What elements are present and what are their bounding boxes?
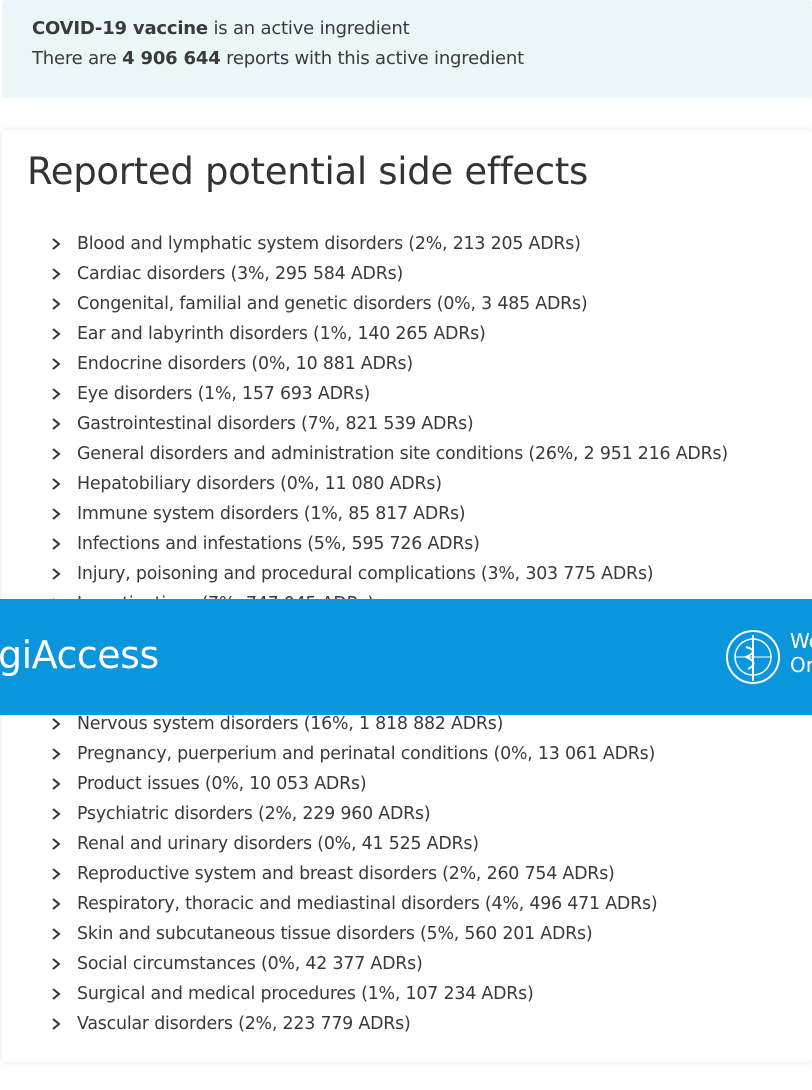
chevron: [52, 778, 61, 790]
ingredient-name: COVID-19 vaccine: [32, 18, 208, 39]
side-effect-item[interactable]: Respiratory, thoracic and mediastinal di…: [46, 889, 728, 919]
chevron: [52, 478, 61, 490]
side-effect-item[interactable]: Gastrointestinal disorders (7%, 821 539 …: [46, 409, 728, 439]
chevron: [52, 1018, 61, 1030]
side-effect-item[interactable]: Surgical and medical procedures (1%, 107…: [46, 979, 728, 1009]
chevron: [52, 388, 61, 400]
side-effect-item[interactable]: Congenital, familial and genetic disorde…: [46, 289, 728, 319]
side-effect-text: Hepatobiliary disorders (0%, 11 080 ADRs…: [77, 474, 442, 494]
report-count: 4 906 644: [122, 48, 221, 69]
side-effect-text: Renal and urinary disorders (0%, 41 525 …: [77, 834, 479, 854]
side-effect-item[interactable]: Vascular disorders (2%, 223 779 ADRs): [46, 1009, 728, 1039]
side-effect-text: Psychiatric disorders (2%, 229 960 ADRs): [77, 804, 431, 824]
chevron: [52, 748, 61, 760]
side-effect-item[interactable]: Reproductive system and breast disorders…: [46, 859, 728, 889]
side-effect-item[interactable]: General disorders and administration sit…: [46, 439, 728, 469]
side-effect-item[interactable]: Cardiac disorders (3%, 295 584 ADRs): [46, 259, 728, 289]
side-effect-item[interactable]: Social circumstances (0%, 42 377 ADRs): [46, 949, 728, 979]
chevron: [52, 508, 61, 520]
chevron: [52, 268, 61, 280]
side-effect-text: Social circumstances (0%, 42 377 ADRs): [77, 954, 423, 974]
side-effect-text: General disorders and administration sit…: [77, 444, 728, 464]
side-effect-item[interactable]: Injury, poisoning and procedural complic…: [46, 559, 728, 589]
side-effect-text: Congenital, familial and genetic disorde…: [77, 294, 588, 314]
side-effect-text: Ear and labyrinth disorders (1%, 140 265…: [77, 324, 486, 344]
chevron: [52, 568, 61, 580]
info-text: is an active ingredient: [213, 18, 410, 39]
side-effect-text: Nervous system disorders (16%, 1 818 882…: [77, 714, 504, 734]
side-effect-item[interactable]: Psychiatric disorders (2%, 229 960 ADRs): [46, 799, 728, 829]
side-effect-text: Gastrointestinal disorders (7%, 821 539 …: [77, 414, 474, 434]
side-effect-text: Injury, poisoning and procedural complic…: [77, 564, 654, 584]
side-effect-text: Eye disorders (1%, 157 693 ADRs): [77, 384, 371, 404]
section-title: Reported potential side effects: [27, 150, 588, 193]
side-effect-item[interactable]: Infections and infestations (5%, 595 726…: [46, 529, 728, 559]
chevron: [52, 358, 61, 370]
info-text: reports with this active ingredient: [226, 48, 524, 69]
side-effect-text: Immune system disorders (1%, 85 817 ADRs…: [77, 504, 466, 524]
info-line: COVID-19 vaccine is an active ingredient: [32, 18, 410, 39]
brand[interactable]: giAccess: [0, 633, 159, 677]
side-effect-item[interactable]: Pregnancy, puerperium and perinatal cond…: [46, 739, 728, 769]
chevron: [52, 958, 61, 970]
chevron: [52, 838, 61, 850]
chevron: [52, 448, 61, 460]
chevron: [52, 538, 61, 550]
header-banner: giAccess We Or: [0, 599, 812, 715]
side-effect-item[interactable]: Blood and lymphatic system disorders (2%…: [46, 229, 728, 259]
chevron: [52, 238, 61, 250]
org-name: We: [790, 629, 812, 653]
side-effect-item[interactable]: Immune system disorders (1%, 85 817 ADRs…: [46, 499, 728, 529]
side-effect-text: Vascular disorders (2%, 223 779 ADRs): [77, 1014, 411, 1034]
side-effect-item[interactable]: Eye disorders (1%, 157 693 ADRs): [46, 379, 728, 409]
chevron: [52, 718, 61, 730]
side-effect-text: Endocrine disorders (0%, 10 881 ADRs): [77, 354, 413, 374]
info-line: There are 4 906 644 reports with this ac…: [32, 48, 524, 69]
side-effect-text: Respiratory, thoracic and mediastinal di…: [77, 894, 658, 914]
side-effect-item[interactable]: Ear and labyrinth disorders (1%, 140 265…: [46, 319, 728, 349]
side-effect-item[interactable]: Nervous system disorders (16%, 1 818 882…: [46, 709, 728, 739]
side-effect-item[interactable]: Endocrine disorders (0%, 10 881 ADRs): [46, 349, 728, 379]
who-logo: [726, 630, 780, 684]
info-text: There are: [32, 48, 117, 69]
chevron: [52, 898, 61, 910]
side-effects-card: Reported potential side effects Blood an…: [2, 130, 812, 1062]
side-effect-item[interactable]: Skin and subcutaneous tissue disorders (…: [46, 919, 728, 949]
side-effect-text: Surgical and medical procedures (1%, 107…: [77, 984, 534, 1004]
side-effect-item[interactable]: Renal and urinary disorders (0%, 41 525 …: [46, 829, 728, 859]
chevron: [52, 808, 61, 820]
org-name: Or: [790, 653, 812, 677]
chevron: [52, 298, 61, 310]
side-effect-text: Pregnancy, puerperium and perinatal cond…: [77, 744, 656, 764]
chevron: [52, 328, 61, 340]
side-effect-item[interactable]: Hepatobiliary disorders (0%, 11 080 ADRs…: [46, 469, 728, 499]
chevron: [52, 418, 61, 430]
chevron: [52, 928, 61, 940]
side-effect-text: Cardiac disorders (3%, 295 584 ADRs): [77, 264, 404, 284]
side-effect-text: Skin and subcutaneous tissue disorders (…: [77, 924, 593, 944]
chevron: [52, 868, 61, 880]
side-effect-text: Product issues (0%, 10 053 ADRs): [77, 774, 367, 794]
side-effect-text: Reproductive system and breast disorders…: [77, 864, 615, 884]
chevron: [52, 988, 61, 1000]
side-effect-text: Blood and lymphatic system disorders (2%…: [77, 234, 581, 254]
info-box: COVID-19 vaccine is an active ingredient…: [2, 0, 812, 98]
side-effect-list: Blood and lymphatic system disorders (2%…: [46, 229, 728, 1039]
side-effect-text: Infections and infestations (5%, 595 726…: [77, 534, 480, 554]
side-effect-item[interactable]: Product issues (0%, 10 053 ADRs): [46, 769, 728, 799]
